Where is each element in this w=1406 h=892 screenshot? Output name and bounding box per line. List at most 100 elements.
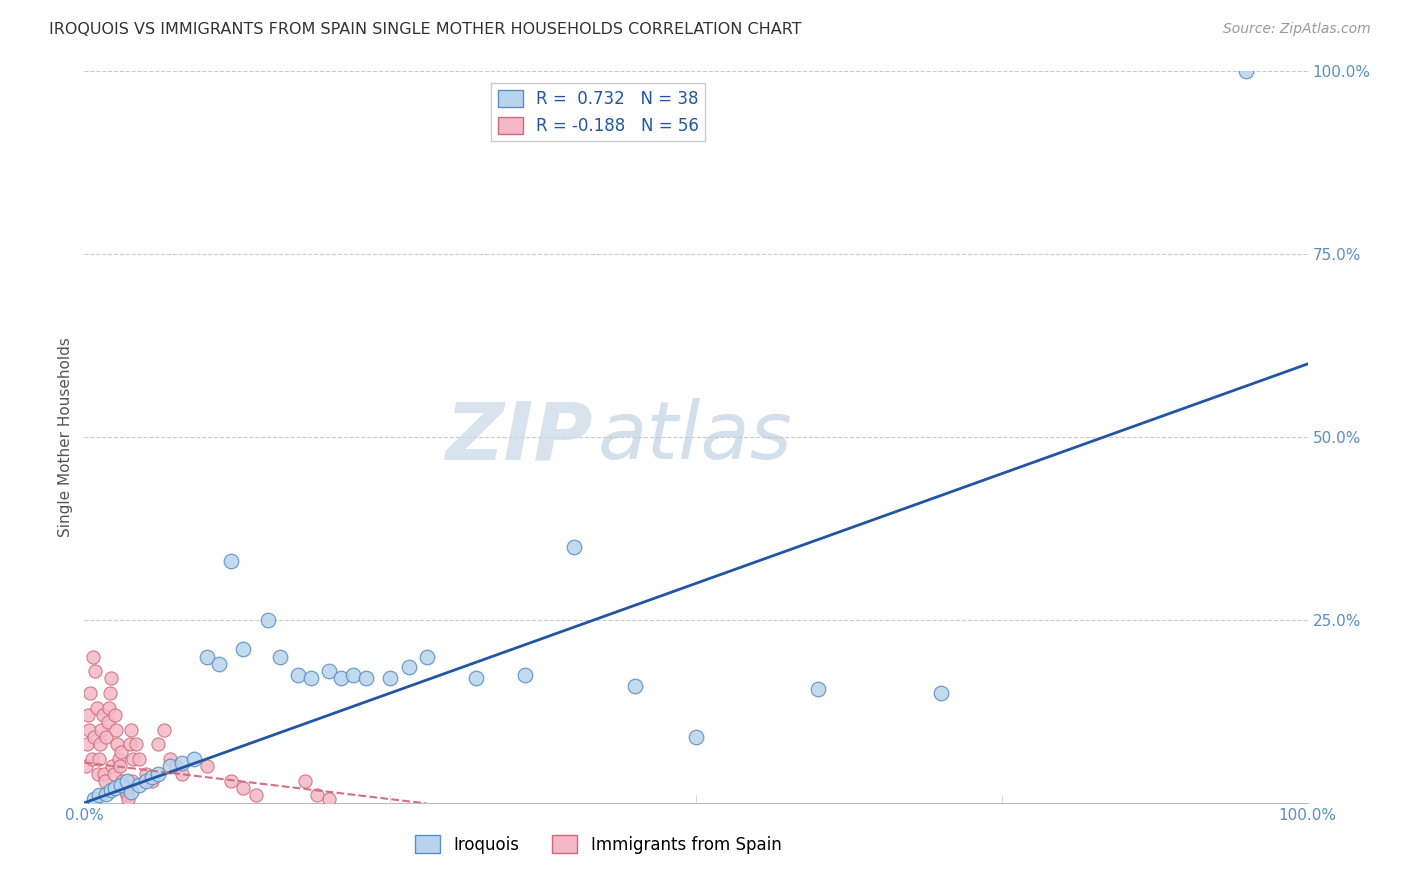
Point <box>96 730 118 744</box>
Point <box>120 723 142 737</box>
Point <box>115 773 138 788</box>
Point <box>318 792 340 806</box>
Point <box>562 540 585 554</box>
Point <box>232 642 254 657</box>
Point <box>159 752 181 766</box>
Point <box>75 759 97 773</box>
Point <box>107 752 129 766</box>
Point <box>103 766 125 780</box>
Point <box>380 672 402 686</box>
Point <box>110 777 132 792</box>
Point <box>330 672 353 686</box>
Point <box>93 766 115 780</box>
Text: IROQUOIS VS IMMIGRANTS FROM SPAIN SINGLE MOTHER HOUSEHOLDS CORRELATION CHART: IROQUOIS VS IMMIGRANTS FROM SPAIN SINGLE… <box>49 22 801 37</box>
Point <box>159 759 181 773</box>
Point <box>342 667 364 681</box>
Point <box>416 649 439 664</box>
Point <box>232 781 254 796</box>
Point <box>86 700 108 714</box>
Point <box>97 715 120 730</box>
Point <box>111 773 134 788</box>
Text: atlas: atlas <box>598 398 793 476</box>
Point <box>398 660 420 674</box>
Point <box>83 730 105 744</box>
Point <box>118 737 141 751</box>
Point <box>299 672 322 686</box>
Point <box>98 686 121 700</box>
Point <box>141 770 163 784</box>
Point <box>90 723 112 737</box>
Point <box>114 781 136 796</box>
Point <box>97 700 120 714</box>
Point <box>172 766 194 780</box>
Point <box>195 759 218 773</box>
Point <box>115 789 138 803</box>
Point <box>76 737 98 751</box>
Point <box>84 664 107 678</box>
Point <box>141 773 163 788</box>
Point <box>219 773 242 788</box>
Point <box>172 756 194 770</box>
Point <box>80 752 103 766</box>
Point <box>100 782 122 797</box>
Point <box>83 792 105 806</box>
Point <box>77 708 100 723</box>
Point <box>104 781 127 796</box>
Point <box>77 723 100 737</box>
Point <box>294 773 316 788</box>
Text: Source: ZipAtlas.com: Source: ZipAtlas.com <box>1223 22 1371 37</box>
Point <box>122 752 145 766</box>
Point <box>104 708 127 723</box>
Point <box>287 667 309 681</box>
Point <box>464 672 486 686</box>
Point <box>115 785 138 799</box>
Point <box>318 664 340 678</box>
Point <box>354 672 377 686</box>
Text: ZIP: ZIP <box>444 398 592 476</box>
Point <box>1234 64 1257 78</box>
Point <box>121 773 143 788</box>
Legend: Iroquois, Immigrants from Spain: Iroquois, Immigrants from Spain <box>408 829 789 860</box>
Point <box>135 773 157 788</box>
Point <box>125 737 148 751</box>
Point <box>87 789 110 803</box>
Point <box>146 737 169 751</box>
Point <box>105 723 128 737</box>
Point <box>208 657 231 671</box>
Point <box>257 613 280 627</box>
Point <box>94 773 117 788</box>
Point <box>89 737 111 751</box>
Point <box>135 766 157 780</box>
Point <box>807 682 830 697</box>
Y-axis label: Single Mother Households: Single Mother Households <box>58 337 73 537</box>
Point <box>82 649 104 664</box>
Point <box>165 759 187 773</box>
Point <box>117 792 139 806</box>
Point <box>153 723 176 737</box>
Point <box>513 667 536 681</box>
Point <box>305 789 328 803</box>
Point <box>101 759 124 773</box>
Point <box>929 686 952 700</box>
Point <box>128 752 150 766</box>
Point <box>105 737 128 751</box>
Point <box>245 789 267 803</box>
Point <box>685 730 707 744</box>
Point <box>91 708 114 723</box>
Point <box>87 766 110 780</box>
Point <box>195 649 218 664</box>
Point <box>112 777 135 792</box>
Point <box>96 787 118 801</box>
Point <box>87 752 110 766</box>
Point <box>100 672 122 686</box>
Point <box>128 777 150 792</box>
Point <box>108 759 131 773</box>
Point <box>110 745 132 759</box>
Point <box>120 785 142 799</box>
Point <box>79 686 101 700</box>
Point <box>624 679 647 693</box>
Point <box>219 554 242 568</box>
Point <box>183 752 205 766</box>
Point <box>146 766 169 780</box>
Point <box>269 649 291 664</box>
